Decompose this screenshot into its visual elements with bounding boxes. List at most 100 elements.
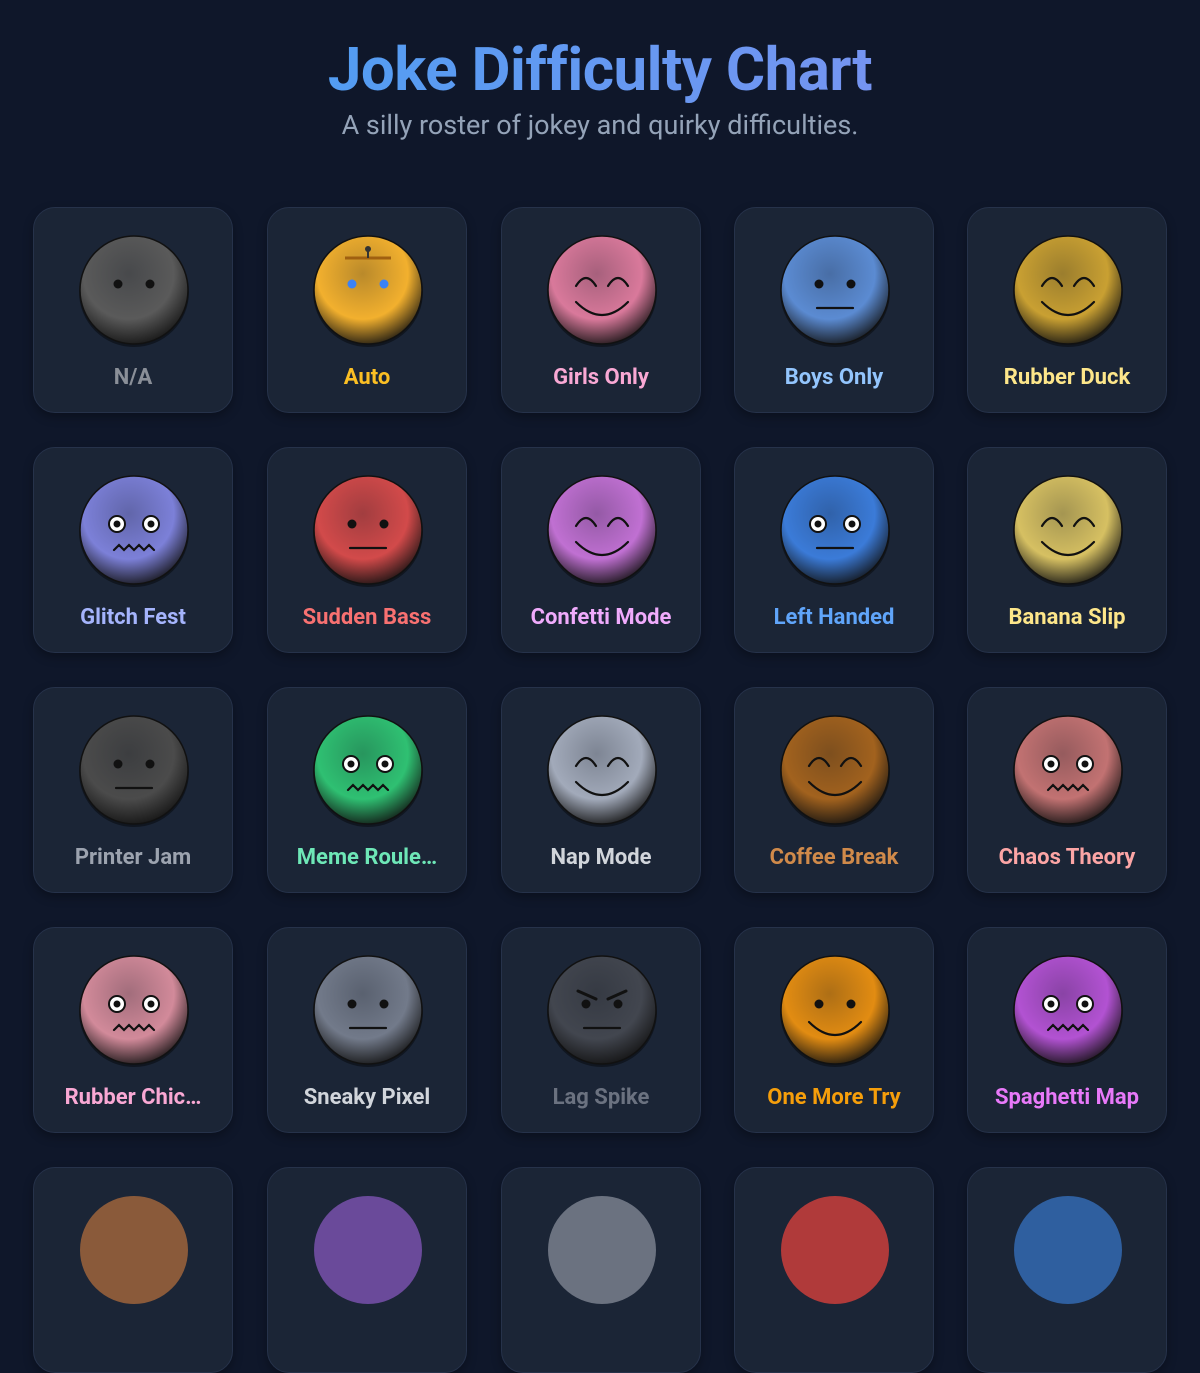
eye [145,759,155,769]
eye [347,519,357,529]
eye [574,516,598,528]
eye [113,279,123,289]
card[interactable]: Boys Only [734,207,934,413]
card-label: Left Handed [773,605,895,630]
card-label: Girls Only [553,365,649,390]
page: Joke Difficulty Chart A silly roster of … [33,34,1167,1373]
antenna [365,246,371,252]
card[interactable]: Meme Roule… [267,687,467,893]
card[interactable]: Spaghetti Map [967,927,1167,1133]
face-circle [547,715,657,825]
card-label: Boys Only [784,365,884,390]
card[interactable]: Coffee Break [734,687,934,893]
card[interactable]: Nap Mode [501,687,701,893]
face [313,475,423,587]
pupil [848,520,856,528]
face [79,715,189,827]
eye [1040,516,1064,528]
eye [1040,276,1064,288]
face [1013,955,1123,1067]
face [79,475,189,587]
card[interactable]: Banana Slip [967,447,1167,653]
face [1014,1196,1122,1304]
eye [846,279,856,289]
pupil [814,520,822,528]
face-circle [547,475,657,585]
face-circle [780,235,890,345]
face-circle [547,955,657,1065]
face [314,1196,422,1304]
mouth [574,540,630,556]
card[interactable] [967,1167,1167,1373]
card[interactable]: Glitch Fest [33,447,233,653]
card[interactable]: Chaos Theory [967,687,1167,893]
card[interactable]: Auto [267,207,467,413]
card[interactable]: Left Handed [734,447,934,653]
card[interactable]: N/A [33,207,233,413]
mouth [574,300,630,316]
pupil [1081,760,1089,768]
card-label: Lag Spike [552,1085,650,1110]
face [1013,235,1123,347]
card-label: Sneaky Pixel [303,1085,431,1110]
card[interactable] [501,1167,701,1373]
card[interactable] [267,1167,467,1373]
card-label: Confetti Mode [530,605,672,630]
card[interactable]: Printer Jam [33,687,233,893]
card-label: One More Try [767,1085,901,1110]
eye [581,999,591,1009]
face-circle [1013,715,1123,825]
face-circle [1013,235,1123,345]
face [780,715,890,827]
eye [1072,516,1096,528]
card[interactable]: Rubber Duck [967,207,1167,413]
card[interactable] [33,1167,233,1373]
pupil [1047,760,1055,768]
face [1013,715,1123,827]
face-circle [79,715,189,825]
eye [814,999,824,1009]
mouth [1040,540,1096,556]
card[interactable]: Sneaky Pixel [267,927,467,1133]
mouth [807,1020,863,1036]
page-subtitle: A silly roster of jokey and quirky diffi… [341,109,859,141]
eye [606,516,630,528]
face-circle [1013,475,1123,585]
face-circle [79,235,189,345]
card-label: Rubber Chic… [64,1085,202,1110]
pupil [113,520,121,528]
card[interactable]: Girls Only [501,207,701,413]
eye [145,279,155,289]
card-label: Coffee Break [769,845,899,870]
face [547,235,657,347]
pupil [1081,1000,1089,1008]
card-label: Auto [343,365,391,390]
card[interactable]: Rubber Chic… [33,927,233,1133]
card[interactable]: Lag Spike [501,927,701,1133]
card-label: Banana Slip [1008,605,1126,630]
pupil [347,760,355,768]
eye [379,519,389,529]
card[interactable]: Confetti Mode [501,447,701,653]
mouth [807,780,863,796]
face [1013,475,1123,587]
face-circle [313,715,423,825]
face-circle [313,955,423,1065]
pupil [113,1000,121,1008]
card[interactable] [734,1167,934,1373]
card[interactable]: Sudden Bass [267,447,467,653]
face-circle [79,475,189,585]
face-circle [1013,955,1123,1065]
face [80,1196,188,1304]
card[interactable]: One More Try [734,927,934,1133]
eye [113,759,123,769]
eye [839,756,863,768]
eye [606,276,630,288]
card-label: Nap Mode [550,845,652,870]
face [781,1196,889,1304]
eye [613,999,623,1009]
mouth [1046,783,1090,792]
eye [574,276,598,288]
face [547,715,657,827]
face [547,475,657,587]
